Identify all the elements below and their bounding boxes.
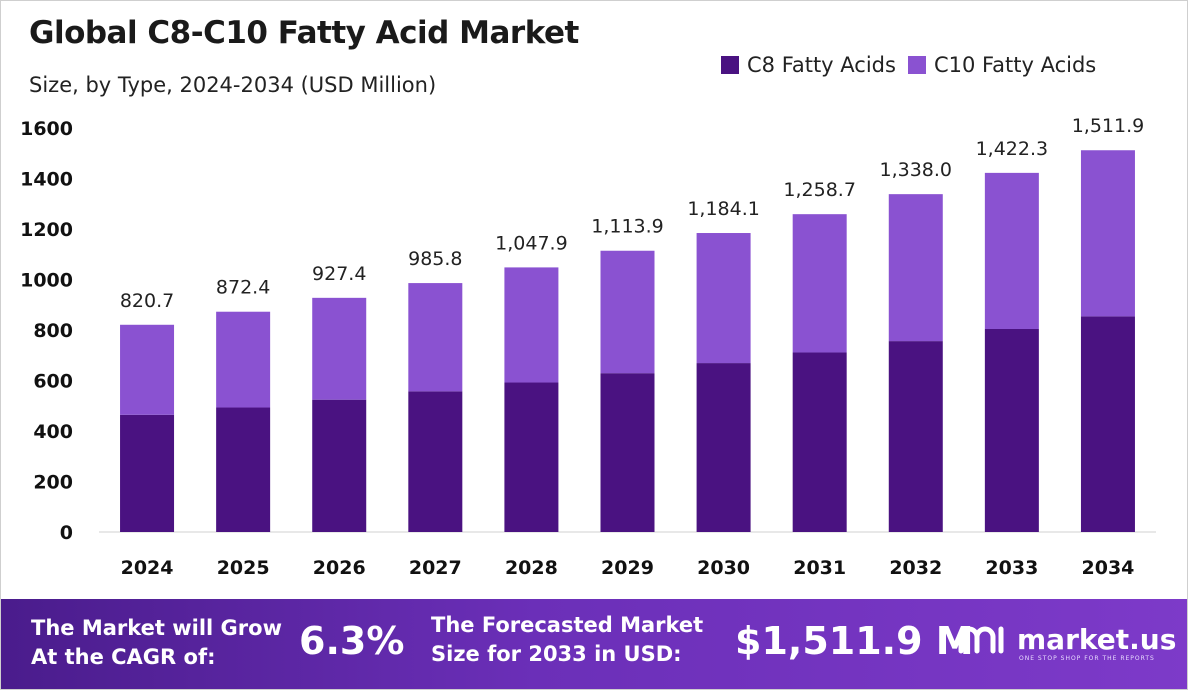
- bar-c8: [120, 414, 175, 532]
- x-tick-label: 2026: [313, 557, 366, 579]
- bar-c8: [408, 391, 463, 532]
- bar-c8: [984, 328, 1039, 532]
- x-tick-label: 2029: [601, 557, 654, 579]
- bar-total-label: 820.7: [120, 290, 174, 312]
- legend: C8 Fatty Acids C10 Fatty Acids: [721, 53, 1108, 77]
- x-tick-label: 2032: [889, 557, 942, 579]
- brand-name: market.us: [1017, 622, 1177, 656]
- y-tick-label: 400: [33, 421, 73, 443]
- y-tick-label: 600: [33, 371, 73, 393]
- legend-label-c8: C8 Fatty Acids: [747, 53, 896, 77]
- forecast-label-line1: The Forecasted Market: [431, 613, 704, 637]
- bar-c10: [312, 297, 367, 400]
- x-tick-label: 2027: [409, 557, 462, 579]
- bar-total-label: 985.8: [408, 248, 462, 270]
- cagr-label: The Market will Grow At the CAGR of:: [31, 614, 282, 672]
- bar-c10: [792, 214, 847, 353]
- bar-c10: [600, 250, 655, 374]
- bar-chart: 0 200 400 600 800 1000 1200 1400 1600 820.7 2024 87…: [20, 115, 1156, 579]
- bar-c10: [504, 267, 559, 383]
- x-tick-label: 2025: [217, 557, 270, 579]
- bar-total-label: 1,511.9: [1072, 115, 1145, 137]
- forecast-label: The Forecasted Market Size for 2033 in U…: [431, 611, 703, 669]
- y-tick-label: 1000: [20, 270, 73, 292]
- bar-c10: [984, 172, 1039, 329]
- bar-c8: [216, 407, 271, 532]
- bar-c8: [312, 399, 367, 532]
- bar-c10: [1080, 150, 1135, 317]
- bar-total-label: 1,047.9: [495, 232, 568, 254]
- bar-total-label: 1,113.9: [591, 216, 664, 238]
- legend-item-c8: C8 Fatty Acids: [721, 53, 896, 77]
- legend-swatch-c10: [907, 56, 926, 74]
- y-tick-label: 1600: [20, 118, 73, 140]
- x-tick-label: 2024: [121, 557, 174, 579]
- bar-c10: [888, 194, 943, 342]
- chart-title: Global C8-C10 Fatty Acid Market: [29, 15, 579, 51]
- bar-total-label: 927.4: [312, 263, 366, 285]
- x-tick-label: 2034: [1082, 557, 1135, 579]
- bar-total-label: 872.4: [216, 277, 270, 299]
- bar-c8: [1080, 316, 1135, 532]
- bar-c8: [504, 382, 559, 532]
- cagr-label-line2: At the CAGR of:: [31, 645, 216, 669]
- legend-label-c10: C10 Fatty Acids: [933, 53, 1097, 77]
- bar-c8: [792, 352, 847, 532]
- bar-c8: [696, 363, 751, 532]
- bar-c8: [888, 341, 943, 532]
- x-tick-label: 2028: [505, 557, 558, 579]
- footer-banner: The Market will Grow At the CAGR of: 6.3…: [1, 599, 1187, 689]
- brand-tagline: ONE STOP SHOP FOR THE REPORTS: [1019, 655, 1155, 662]
- bar-c10: [408, 283, 463, 392]
- y-tick-label: 0: [60, 522, 73, 544]
- legend-swatch-c8: [721, 56, 739, 74]
- brand-logo: market.us ONE STOP SHOP FOR THE REPORTS: [957, 621, 1177, 662]
- bar-total-label: 1,184.1: [687, 198, 760, 220]
- bar-c10: [216, 311, 271, 408]
- y-tick-label: 1200: [20, 219, 73, 241]
- bar-c10: [120, 324, 175, 415]
- x-tick-label: 2030: [697, 557, 750, 579]
- cagr-value: 6.3%: [299, 619, 405, 663]
- bar-total-label: 1,258.7: [783, 179, 856, 201]
- bar-total-label: 1,338.0: [880, 159, 953, 181]
- legend-item-c10: C10 Fatty Acids: [907, 53, 1097, 77]
- cagr-label-line1: The Market will Grow: [31, 616, 282, 640]
- bar-c10: [696, 233, 751, 364]
- y-tick-label: 200: [33, 472, 73, 494]
- y-tick-label: 800: [33, 320, 73, 342]
- bar-total-label: 1,422.3: [976, 138, 1049, 160]
- bar-c8: [600, 373, 655, 532]
- forecast-value: $1,511.9 M: [735, 619, 974, 663]
- x-tick-label: 2033: [985, 557, 1038, 579]
- y-tick-label: 1400: [20, 169, 73, 191]
- x-tick-label: 2031: [793, 557, 846, 579]
- forecast-label-line2: Size for 2033 in USD:: [431, 642, 682, 666]
- chart-subtitle: Size, by Type, 2024-2034 (USD Million): [29, 73, 437, 97]
- marketus-logo-icon: [958, 626, 1004, 654]
